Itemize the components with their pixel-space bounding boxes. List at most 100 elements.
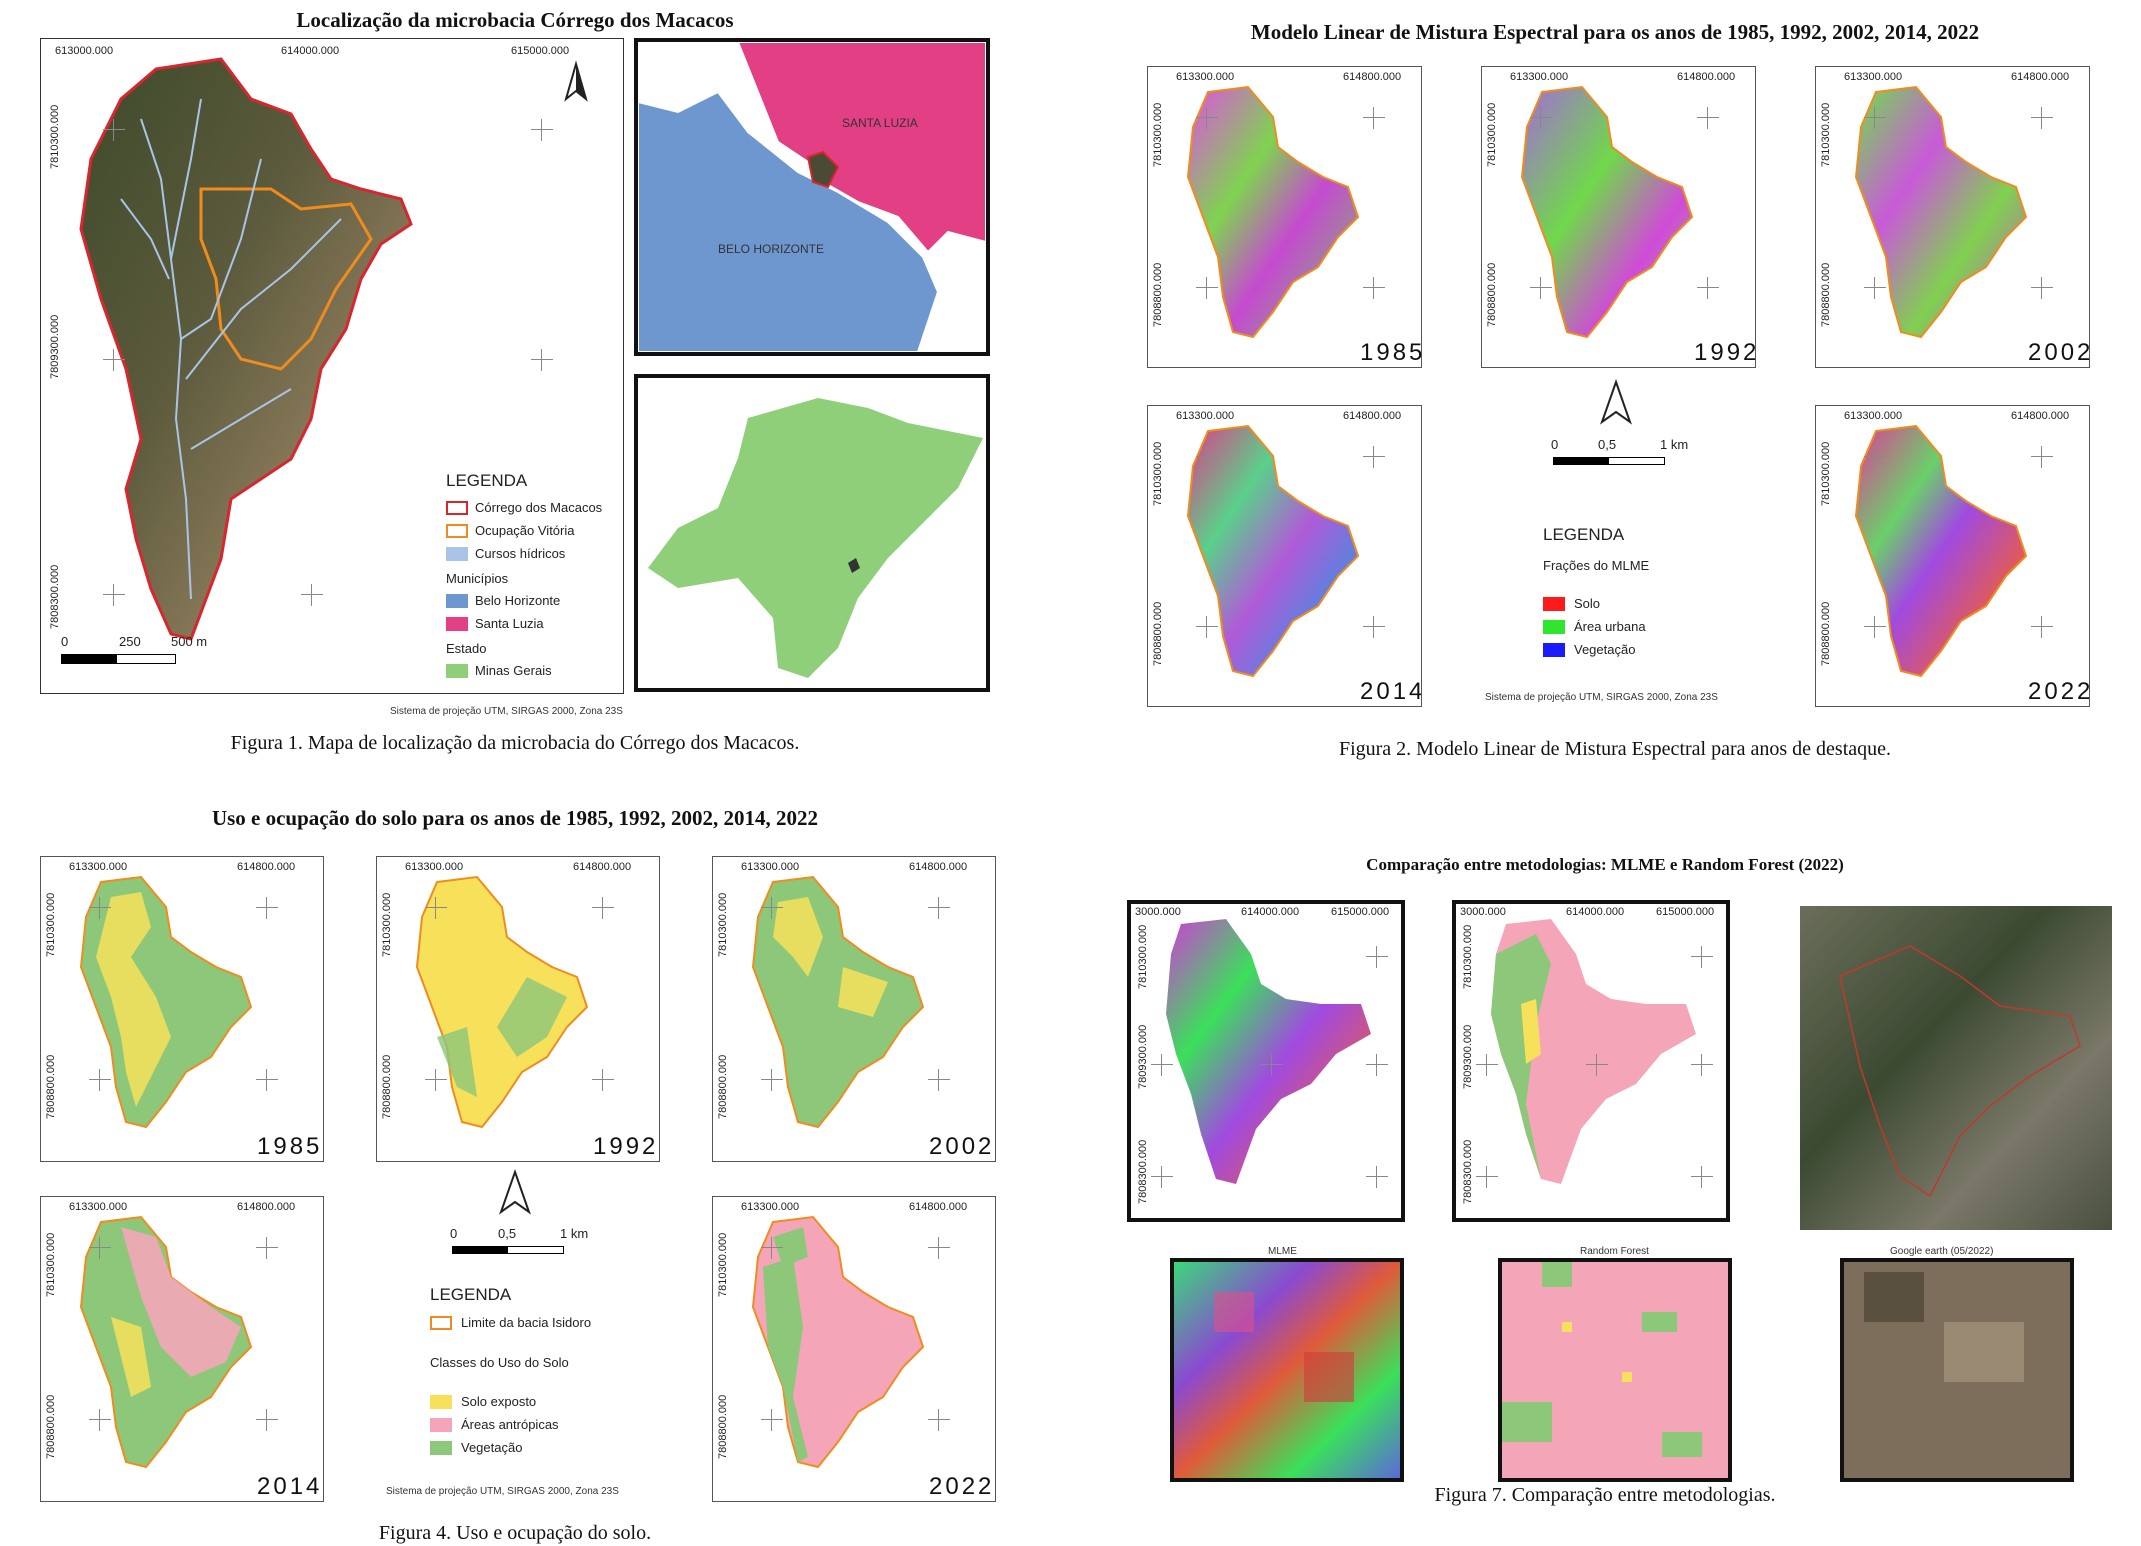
fig7-title: Comparação entre metodologias: MLME e Ra… [1366,855,1844,874]
grid-cross [425,1069,447,1091]
coord-top-2: 615000.000 [511,45,570,57]
legend-swatch-bh [446,594,468,608]
coord-top: 614800.000 [1343,71,1402,83]
coord-top: 3000.000 [1135,906,1181,918]
grid-cross [425,897,447,919]
fig4-map-2002: 613300.000 614800.000 7810300.000 780880… [712,856,996,1162]
coord-top-0: 613000.000 [55,45,114,57]
grid-cross [1864,616,1886,638]
scale-2: 1 km [1660,437,1689,452]
grid-cross [1530,277,1552,299]
fig1-title: Localização da microbacia Córrego dos Ma… [296,8,734,32]
fig2-legend-title: LEGENDA [1543,525,1625,544]
grid-cross [301,584,323,606]
grid-cross [256,1409,278,1431]
north-arrow-icon [561,59,591,109]
north-arrow-icon [497,1168,533,1218]
grid-cross [1363,277,1385,299]
grid-cross [1864,107,1886,129]
scale-0: 0 [61,634,69,649]
grid-cross [928,897,950,919]
year-label: 2022 [2028,678,2090,705]
coord-top: 613300.000 [1176,71,1235,83]
fig4-caption: Figura 4. Uso e ocupação do solo. [378,1522,652,1544]
inset-label-sl: SANTA LUZIA [842,116,918,130]
legend-swatch-vegetacao [1543,643,1565,657]
grid-cross [1363,107,1385,129]
year-label: 2002 [2028,339,2090,366]
fig4-map-2014: 613300.000 614800.000 7810300.000 780880… [40,1196,324,1502]
coord-top: 614800.000 [1677,71,1736,83]
fig2-legend-sub: Frações do MLME [1543,558,1650,573]
inset-label-bh: BELO HORIZONTE [718,242,825,256]
fig4-projection: Sistema de projeção UTM, SIRGAS 2000, Zo… [386,1486,619,1497]
coord-top: 614800.000 [573,861,632,873]
scale-0: 0 [450,1226,458,1241]
north-arrow-icon [1598,378,1634,428]
year-label: 1992 [593,1133,659,1160]
coord-top: 3000.000 [1460,906,1506,918]
coord-top: 615000.000 [1331,906,1390,918]
scale-bar [452,1246,564,1254]
coord-top: 613300.000 [69,861,128,873]
legend-label: Córrego dos Macacos [475,500,603,515]
fig7-zoom-mlme [1170,1258,1404,1482]
grid-cross [89,1409,111,1431]
legend-swatch-ocupacao [446,524,468,538]
grid-cross [103,119,125,141]
coord-top-1: 614000.000 [281,45,340,57]
grid-cross [1586,1054,1608,1076]
grid-cross [531,119,553,141]
coord-top: 614800.000 [2011,71,2070,83]
legend-swatch-solo [430,1395,452,1409]
fig7-mlme-map: 3000.000 614000.000 615000.000 7810300.0… [1127,900,1405,1222]
fig1-caption: Figura 1. Mapa de localização da microba… [230,732,800,754]
fig2-map-2022: 613300.000 614800.000 7810300.000 780880… [1815,405,2090,707]
grid-cross [1151,1054,1173,1076]
legend-label: Belo Horizonte [475,593,561,608]
fig2-map-1985: 613300.000 614800.000 7810300.000 780880… [1147,66,1422,368]
legend-label: Minas Gerais [475,663,552,678]
fig1-main-map: 613000.000 614000.000 615000.000 7810300… [40,38,624,694]
grid-cross [761,897,783,919]
fig1-legend-title: LEGENDA [446,471,528,490]
grid-cross [2031,446,2053,468]
coord-top: 614000.000 [1566,906,1625,918]
year-label: 2014 [1360,678,1422,705]
grid-cross [256,897,278,919]
coord-top: 613300.000 [1176,410,1235,422]
fig4-map-1985: 613300.000 614800.000 7810300.000 780880… [40,856,324,1162]
fig7-zoom-ge [1840,1258,2074,1482]
grid-cross [89,1069,111,1091]
year-label: 1985 [1360,339,1422,366]
scale-0: 0 [1551,437,1559,452]
grid-cross [1691,1166,1713,1188]
zoom-label-ge: Google earth (05/2022) [1890,1246,1994,1257]
grid-cross [2031,107,2053,129]
grid-cross [89,897,111,919]
grid-cross [1261,1054,1283,1076]
legend-swatch-boundary [446,501,468,515]
coord-top: 613300.000 [1844,71,1903,83]
fig1-projection: Sistema de projeção UTM, SIRGAS 2000, Zo… [390,706,623,717]
grid-cross [2031,277,2053,299]
legend-label: Limite da bacia Isidoro [461,1315,592,1330]
coord-top: 614800.000 [237,861,296,873]
grid-cross [103,584,125,606]
coord-top: 614800.000 [909,1201,968,1213]
legend-swatch-rios [446,547,468,561]
fig1-inset-municipios: SANTA LUZIA BELO HORIZONTE [634,38,990,356]
fig2-title: Modelo Linear de Mistura Espectral para … [1250,20,1980,44]
grid-cross [1151,1166,1173,1188]
grid-cross [1196,107,1218,129]
legend-sub: Estado [446,641,487,656]
satellite-watershed [79,57,413,641]
grid-cross [1691,946,1713,968]
coord-top: 614000.000 [1241,906,1300,918]
coord-top: 613300.000 [741,861,800,873]
legend-label: Solo [1574,596,1601,611]
grid-cross [761,1409,783,1431]
grid-cross [592,1069,614,1091]
fig2-map-2002: 613300.000 614800.000 7810300.000 780880… [1815,66,2090,368]
legend-swatch-urbana [1543,620,1565,634]
